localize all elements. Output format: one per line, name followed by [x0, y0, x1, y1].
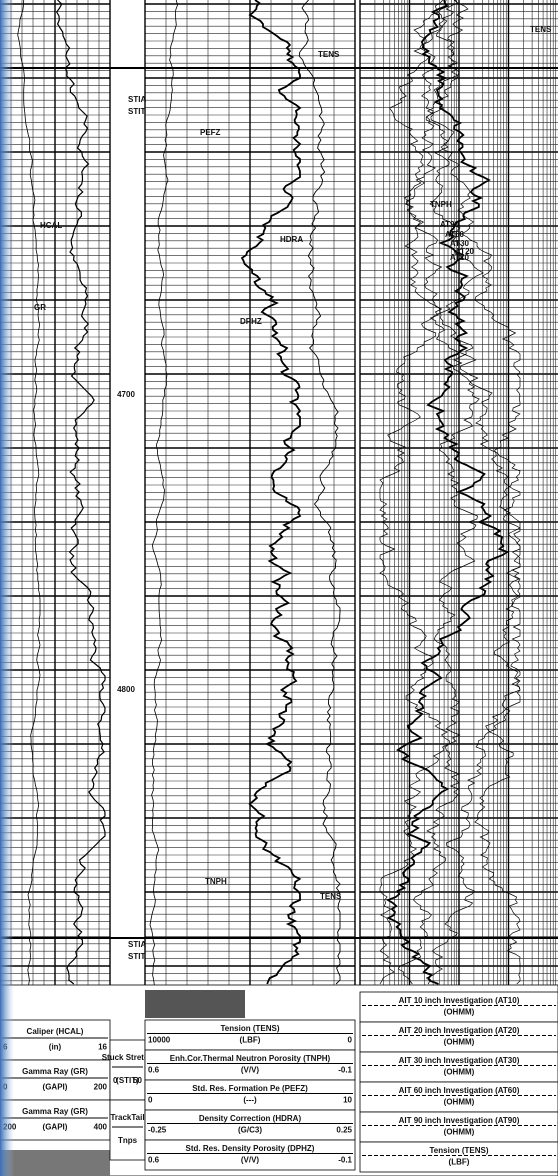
- well-log: 4700 4800 STIA STIT PEFZ TENS HCAL GR TNPH DPHZ HD…: [0, 0, 558, 1176]
- legend-name: AIT 90 inch Investigation (AT90): [399, 1116, 520, 1125]
- curve-label: TNPH: [430, 200, 452, 209]
- legend-unit: (---): [243, 1096, 257, 1105]
- legend-name: Tension (TENS): [221, 1024, 280, 1033]
- legend-max: 50: [133, 1076, 142, 1085]
- legend-name: AIT 30 inch Investigation (AT30): [399, 1056, 520, 1065]
- curve-label: STIA: [128, 940, 146, 949]
- legend-unit: Tnps: [118, 1136, 138, 1145]
- edge-blur: [0, 0, 14, 1176]
- legend-unit: (OHMM): [444, 1038, 475, 1047]
- header: Caliper (HCAL)(in)616Gamma Ray (GR)(GAPI…: [0, 985, 558, 1176]
- legend-min: -0.25: [148, 1126, 167, 1135]
- legend-max: -0.1: [338, 1156, 352, 1165]
- legend-box: [110, 1040, 145, 1100]
- legend-name: TrackTail: [110, 1113, 144, 1122]
- curve-label: STIT: [128, 952, 145, 961]
- curve-label: PEFZ: [200, 128, 221, 137]
- legend-max: 16: [98, 1042, 107, 1051]
- legend-name: AIT 60 inch Investigation (AT60): [399, 1086, 520, 1095]
- legend-unit: (in): [49, 1042, 62, 1051]
- curve-label: STIT: [128, 107, 145, 116]
- curve-label: HCAL: [40, 221, 62, 230]
- legend-box: [0, 1060, 110, 1100]
- curve-label: STIA: [128, 95, 146, 104]
- legend-min: 0.6: [148, 1156, 160, 1165]
- legend-box: [110, 1100, 145, 1160]
- legend-max: 0.25: [336, 1126, 352, 1135]
- legend-unit: (LBF): [449, 1158, 470, 1167]
- legend-min: 0: [113, 1076, 118, 1085]
- legend-min: 0.6: [148, 1066, 160, 1075]
- curve-label: DPHZ: [240, 317, 262, 326]
- legend-unit: (OHMM): [444, 1098, 475, 1107]
- legend-name: Density Correction (HDRA): [199, 1114, 302, 1123]
- legend-unit: (G/C3): [238, 1126, 262, 1135]
- curve-label: AT90: [440, 220, 460, 229]
- legend-box: [0, 1100, 110, 1140]
- legend-min: 0: [148, 1096, 153, 1105]
- curve-label: GR: [34, 303, 46, 312]
- curve-label: AT10: [450, 253, 470, 262]
- legend-unit: (OHMM): [444, 1008, 475, 1017]
- curve-label: AT60: [445, 230, 465, 239]
- depth-label: 4700: [117, 390, 135, 399]
- header-shade: [0, 1150, 110, 1176]
- legend-name: Tension (TENS): [430, 1146, 489, 1155]
- legend-unit: (V/V): [241, 1066, 260, 1075]
- curve-label: TENS: [530, 25, 552, 34]
- legend-name: Gamma Ray (GR): [22, 1107, 88, 1116]
- legend-max: 200: [94, 1082, 108, 1091]
- legend-name: Std. Res. Formation Pe (PEFZ): [192, 1084, 308, 1093]
- legend-box: [0, 1020, 110, 1060]
- depth-track: [110, 0, 142, 985]
- legend-unit: (V/V): [241, 1156, 260, 1165]
- curve-label: HDRA: [280, 235, 303, 244]
- legend-unit: (LBF): [240, 1036, 261, 1045]
- legend-unit: (OHMM): [444, 1128, 475, 1137]
- depth-label: 4800: [117, 685, 135, 694]
- legend-name: AIT 20 inch Investigation (AT20): [399, 1026, 520, 1035]
- legend-min: 10000: [148, 1036, 171, 1045]
- legend-name: Std. Res. Density Porosity (DPHZ): [186, 1144, 315, 1153]
- legend-unit: (GAPI): [43, 1122, 68, 1131]
- curve-label: TNPH: [205, 877, 227, 886]
- legend-name: Enh.Cor.Thermal Neutron Porosity (TNPH): [170, 1054, 331, 1063]
- curve-label: TENS: [318, 50, 340, 59]
- legend-max: 0: [348, 1036, 353, 1045]
- legend-max: 10: [343, 1096, 352, 1105]
- legend-max: 400: [94, 1122, 108, 1131]
- legend-name: AIT 10 inch Investigation (AT10): [399, 996, 520, 1005]
- legend-name: Gamma Ray (GR): [22, 1067, 88, 1076]
- legend-unit: (GAPI): [43, 1082, 68, 1091]
- legend-max: -0.1: [338, 1066, 352, 1075]
- header-shade: [145, 990, 245, 1018]
- legend-unit: (OHMM): [444, 1068, 475, 1077]
- curve-label: TENS: [320, 892, 342, 901]
- legend-name: Caliper (HCAL): [27, 1027, 84, 1036]
